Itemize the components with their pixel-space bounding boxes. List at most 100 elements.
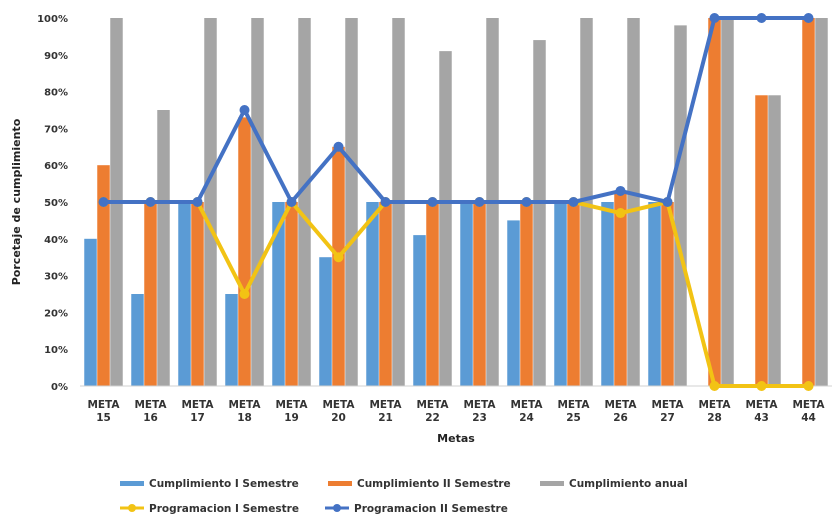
bar: [533, 40, 546, 386]
bar: [520, 202, 533, 386]
bar: [439, 51, 452, 387]
x-tick-label: META 43: [745, 399, 778, 424]
x-tick-label: META 22: [416, 399, 449, 424]
bar: [285, 202, 298, 386]
y-axis-ticks: 0% 10% 20% 30% 40% 50% 60% 70% 80% 90% 100%: [37, 14, 68, 393]
line-point: [333, 252, 344, 263]
legend-label: Cumplimiento anual: [569, 478, 688, 490]
bar: [191, 202, 204, 386]
bar: [298, 18, 311, 386]
bar: [815, 18, 828, 386]
bar: [674, 25, 687, 387]
x-tick-label: META 28: [698, 399, 731, 424]
line-point: [98, 197, 109, 207]
line-point: [145, 197, 156, 207]
x-tick-label: META 21: [369, 399, 402, 424]
legend-swatch: [540, 481, 564, 486]
bar: [426, 202, 439, 386]
y-tick-label: 30%: [44, 272, 68, 283]
line-point: [709, 381, 720, 391]
legend-swatch: [328, 481, 352, 486]
x-tick-label: META 27: [651, 399, 684, 424]
line-point: [239, 289, 250, 299]
bar: [272, 202, 285, 386]
bar: [580, 18, 593, 386]
line-point: [615, 185, 626, 196]
bar: [131, 294, 144, 386]
bar: [507, 220, 520, 386]
legend: Cumplimiento I Semestre Cumplimiento II S…: [120, 478, 688, 515]
x-tick-label: META 26: [604, 399, 637, 424]
line-point: [615, 208, 626, 219]
x-tick-label: META 16: [134, 399, 167, 424]
bar: [413, 235, 426, 386]
line-point: [333, 141, 344, 152]
y-tick-label: 80%: [44, 88, 68, 99]
y-tick-label: 50%: [44, 198, 68, 209]
bar: [460, 202, 473, 386]
x-tick-label: META 44: [792, 399, 825, 424]
bar: [204, 18, 217, 386]
line-point: [568, 197, 579, 207]
bar: [721, 18, 734, 386]
x-tick-label: META 17: [181, 399, 214, 424]
lines: [98, 13, 814, 391]
line-point: [380, 197, 391, 207]
bar: [251, 18, 264, 386]
legend-label: Programacion I Semestre: [149, 503, 299, 515]
y-tick-label: 60%: [44, 161, 68, 172]
y-tick-label: 70%: [44, 124, 68, 135]
x-axis-ticks: META 15 META 16 META 17 META 18 META 19 META 20 META…: [87, 399, 825, 424]
line-point: [286, 197, 297, 207]
line-point: [474, 197, 485, 207]
bar: [473, 202, 486, 386]
legend-swatch: [120, 481, 144, 486]
bar: [614, 190, 627, 386]
bar: [648, 202, 661, 386]
y-tick-label: 90%: [44, 51, 68, 62]
bar: [708, 18, 721, 386]
line-point: [803, 381, 814, 391]
bar: [768, 95, 781, 386]
line-point: [756, 381, 767, 391]
bar: [755, 95, 768, 386]
line-point: [756, 13, 767, 23]
x-tick-label: META 24: [510, 399, 543, 424]
bar: [225, 294, 238, 386]
bar: [144, 202, 157, 386]
line-point: [239, 105, 250, 115]
bar: [601, 202, 614, 386]
y-tick-label: 100%: [37, 14, 68, 25]
bar: [319, 257, 332, 386]
bars: [84, 18, 828, 387]
line-point: [521, 197, 532, 207]
legend-label: Programacion II Semestre: [354, 503, 508, 515]
y-tick-label: 10%: [44, 345, 68, 356]
line-point: [803, 13, 814, 23]
legend-label: Cumplimiento I Semestre: [149, 478, 299, 490]
bar: [238, 117, 251, 387]
y-tick-label: 40%: [44, 235, 68, 246]
series-line: [103, 16, 809, 204]
y-tick-label: 20%: [44, 308, 68, 319]
bar: [178, 202, 191, 386]
x-tick-label: META 19: [275, 399, 308, 424]
legend-marker: [128, 504, 136, 512]
line-point: [192, 197, 203, 207]
x-tick-label: META 23: [463, 399, 496, 424]
y-tick-label: 0%: [51, 382, 68, 393]
line-point: [662, 197, 673, 207]
bar: [661, 202, 674, 386]
bar: [567, 202, 580, 386]
bar: [379, 202, 392, 386]
x-tick-label: META 20: [322, 399, 355, 424]
bar: [157, 110, 170, 386]
legend-label: Cumplimiento II Semestre: [357, 478, 511, 490]
bar: [332, 146, 345, 386]
bar: [84, 238, 97, 386]
bar: [554, 202, 567, 386]
x-tick-label: META 18: [228, 399, 261, 424]
x-axis-title: Metas: [437, 432, 475, 445]
